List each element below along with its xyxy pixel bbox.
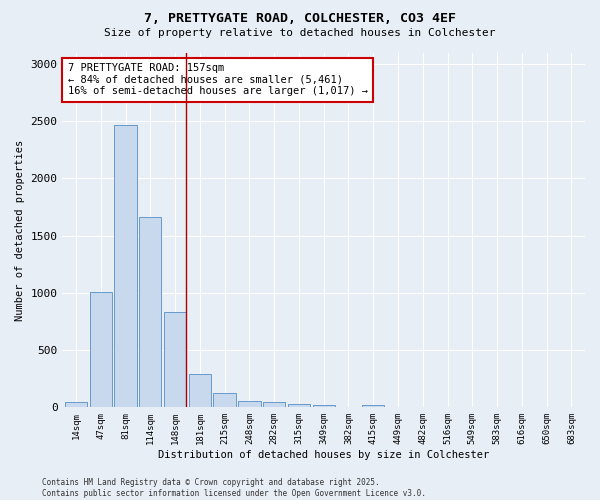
Text: 7, PRETTYGATE ROAD, COLCHESTER, CO3 4EF: 7, PRETTYGATE ROAD, COLCHESTER, CO3 4EF [144,12,456,26]
Bar [65,402,87,407]
Bar [89,292,112,408]
Bar [214,393,236,407]
Bar [238,401,260,407]
Text: Contains HM Land Registry data © Crown copyright and database right 2025.
Contai: Contains HM Land Registry data © Crown c… [42,478,426,498]
Bar [362,405,385,407]
Y-axis label: Number of detached properties: Number of detached properties [15,140,25,320]
Bar [288,404,310,407]
Bar [313,405,335,407]
Text: 7 PRETTYGATE ROAD: 157sqm
← 84% of detached houses are smaller (5,461)
16% of se: 7 PRETTYGATE ROAD: 157sqm ← 84% of detac… [68,63,368,96]
Bar [263,402,286,407]
Text: Size of property relative to detached houses in Colchester: Size of property relative to detached ho… [104,28,496,38]
Bar [139,218,161,408]
Bar [115,124,137,408]
Bar [164,312,186,408]
X-axis label: Distribution of detached houses by size in Colchester: Distribution of detached houses by size … [158,450,490,460]
Bar [189,374,211,408]
